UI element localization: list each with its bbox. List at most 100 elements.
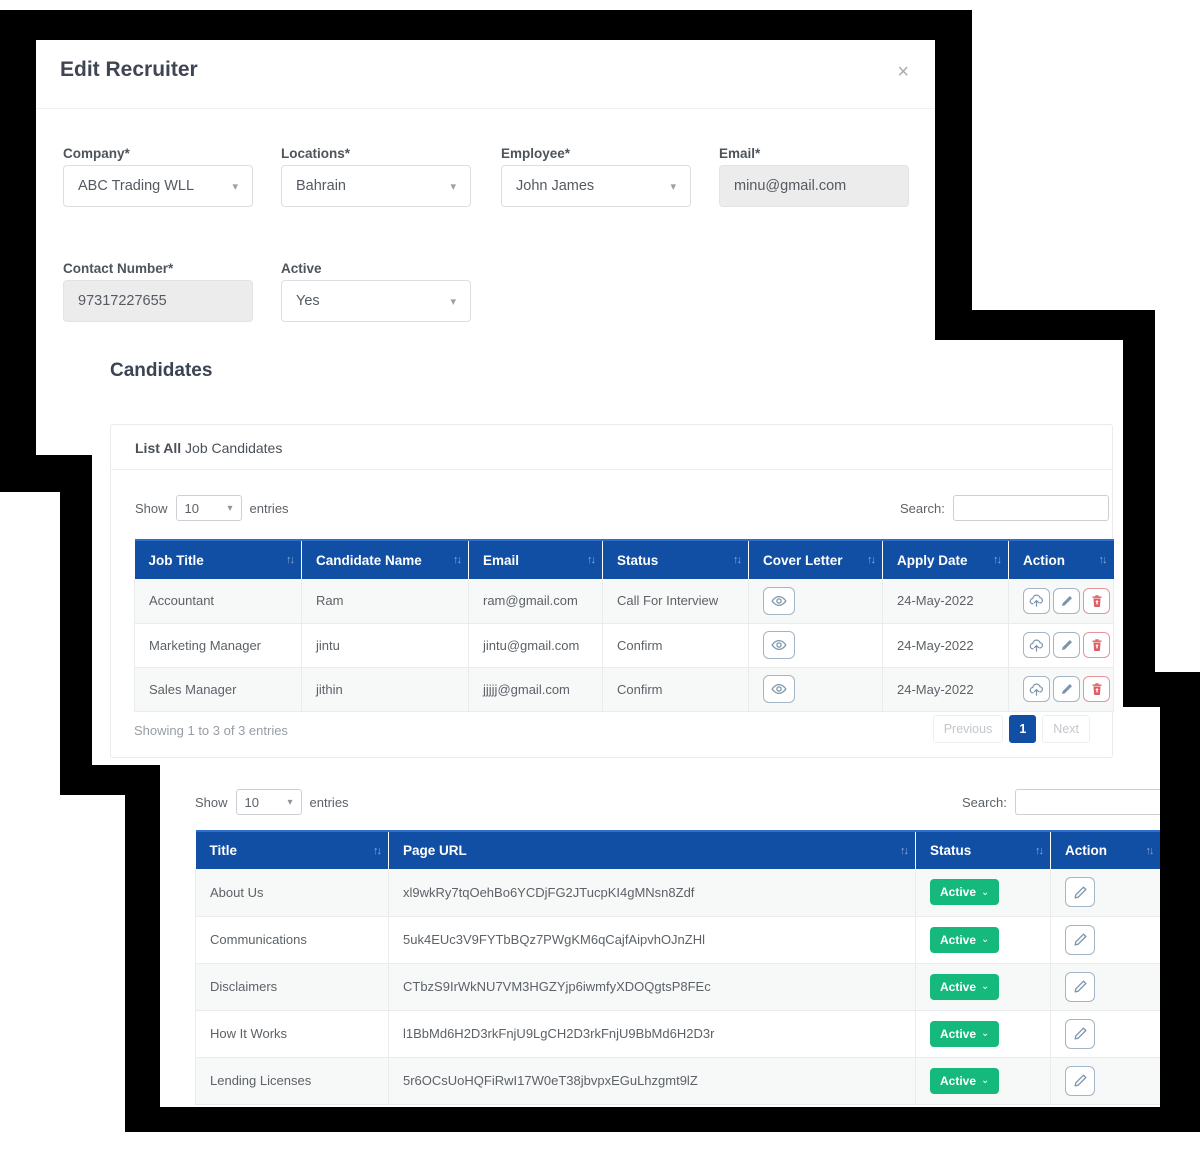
col-header-cover-letter[interactable]: Cover Letter ↑↓ bbox=[748, 540, 883, 579]
pencil-icon bbox=[1061, 640, 1072, 650]
col-header-status[interactable]: Status ↑↓ bbox=[602, 540, 749, 579]
page-url-cell: l1BbMd6H2D3rkFnjU9LgCH2D3rkFnjU9BbMd6H2D… bbox=[388, 1010, 916, 1058]
pencil-icon bbox=[1074, 933, 1086, 946]
candidate-name-cell: jithin bbox=[301, 667, 469, 712]
edit-button[interactable] bbox=[1053, 676, 1080, 702]
chevron-down-icon: ⌄ bbox=[981, 934, 990, 945]
status-active-dropdown[interactable]: Active ⌄ bbox=[930, 926, 1000, 953]
view-cover-letter-button[interactable] bbox=[763, 631, 795, 659]
status-active-dropdown[interactable]: Active ⌄ bbox=[930, 973, 1000, 1000]
previous-page-button[interactable]: Previous bbox=[932, 715, 1004, 743]
upload-button[interactable] bbox=[1023, 676, 1050, 702]
search-input[interactable] bbox=[952, 495, 1109, 521]
show-label: Show bbox=[135, 500, 168, 516]
table-row: Communications 5uk4EUc3V9FYTbBQz7PWgKM6q… bbox=[195, 916, 1160, 964]
email-cell: jjjjj@gmail.com bbox=[468, 667, 603, 712]
col-header-status[interactable]: Status ↑↓ bbox=[915, 831, 1051, 869]
edit-button[interactable] bbox=[1065, 877, 1095, 908]
caret-down-icon: ▾ bbox=[450, 180, 456, 193]
close-icon[interactable]: × bbox=[897, 61, 909, 83]
candidates-panel: Candidates List All Job Candidates Show … bbox=[92, 340, 1123, 765]
employee-select[interactable]: John James ▾ bbox=[501, 165, 691, 207]
cloud-upload-icon bbox=[1029, 683, 1043, 696]
caret-down-icon: ▾ bbox=[232, 180, 238, 193]
apply-date-cell: 24-May-2022 bbox=[882, 667, 1009, 712]
locations-select[interactable]: Bahrain ▾ bbox=[281, 165, 471, 207]
sort-icon: ↑↓ bbox=[373, 844, 382, 857]
trash-icon bbox=[1091, 639, 1102, 652]
contact-number-value: 97317227655 bbox=[78, 293, 167, 309]
table-row: Sales Manager jithin jjjjj@gmail.com Con… bbox=[134, 667, 1114, 712]
view-cover-letter-button[interactable] bbox=[763, 586, 795, 615]
upload-button[interactable] bbox=[1023, 632, 1050, 658]
status-active-dropdown[interactable]: Active ⌄ bbox=[930, 1067, 1000, 1094]
page-title-cell: Disclaimers bbox=[195, 963, 389, 1011]
delete-button[interactable] bbox=[1083, 632, 1110, 658]
sort-icon: ↑↓ bbox=[733, 554, 742, 566]
card-title: List All Job Candidates bbox=[135, 440, 283, 456]
search-label: Search: bbox=[962, 794, 1007, 810]
active-label: Active bbox=[281, 261, 322, 276]
email-field[interactable]: minu@gmail.com bbox=[719, 165, 909, 207]
caret-down-icon: ▾ bbox=[450, 295, 456, 308]
chevron-down-icon: ⌄ bbox=[981, 981, 990, 992]
show-label: Show bbox=[195, 794, 228, 810]
eye-icon bbox=[771, 639, 787, 651]
page-url-cell: 5uk4EUc3V9FYTbBQz7PWgKM6qCajfAipvhOJnZHl bbox=[388, 916, 916, 964]
col-header-job-title[interactable]: Job Title ↑↓ bbox=[134, 540, 302, 579]
current-page-button[interactable]: 1 bbox=[1009, 715, 1037, 743]
next-page-button[interactable]: Next bbox=[1042, 715, 1090, 743]
col-header-action[interactable]: Action ↑↓ bbox=[1008, 540, 1114, 579]
job-title-cell: Marketing Manager bbox=[134, 623, 302, 668]
status-active-dropdown[interactable]: Active ⌄ bbox=[930, 879, 1000, 906]
pencil-icon bbox=[1061, 684, 1072, 694]
col-header-email[interactable]: Email ↑↓ bbox=[468, 540, 603, 579]
pencil-icon bbox=[1074, 1027, 1086, 1040]
page-url-cell: xl9wkRy7tqOehBo6YCDjFG2JTucpKI4gMNsn8Zdf bbox=[388, 869, 916, 917]
col-header-title[interactable]: Title ↑↓ bbox=[195, 831, 389, 869]
edit-button[interactable] bbox=[1065, 1018, 1095, 1049]
search-input[interactable] bbox=[1014, 789, 1160, 815]
divider bbox=[36, 108, 935, 109]
contact-number-field[interactable]: 97317227655 bbox=[63, 280, 253, 322]
status-cell: Confirm bbox=[602, 623, 749, 668]
col-header-action[interactable]: Action ↑↓ bbox=[1050, 831, 1160, 869]
locations-label: Locations* bbox=[281, 146, 351, 161]
edit-button[interactable] bbox=[1065, 1065, 1095, 1096]
edit-button[interactable] bbox=[1053, 632, 1080, 658]
trash-icon bbox=[1091, 595, 1102, 607]
delete-button[interactable] bbox=[1083, 587, 1110, 614]
col-header-candidate-name[interactable]: Candidate Name ↑↓ bbox=[301, 540, 469, 579]
col-header-apply-date[interactable]: Apply Date ↑↓ bbox=[882, 540, 1009, 579]
chevron-down-icon: ⌄ bbox=[981, 1028, 990, 1039]
active-select[interactable]: Yes ▾ bbox=[281, 280, 471, 322]
pencil-icon bbox=[1074, 980, 1086, 993]
status-cell: Call For Interview bbox=[602, 579, 749, 624]
pencil-icon bbox=[1074, 1074, 1086, 1087]
delete-button[interactable] bbox=[1083, 676, 1110, 702]
employee-label: Employee* bbox=[501, 146, 571, 161]
upload-button[interactable] bbox=[1023, 587, 1050, 614]
company-select[interactable]: ABC Trading WLL ▾ bbox=[63, 165, 253, 207]
table-row: Marketing Manager jintu jintu@gmail.com … bbox=[134, 623, 1114, 668]
page-title-cell: Lending Licenses bbox=[195, 1057, 389, 1105]
employee-value: John James bbox=[516, 178, 595, 194]
edit-button[interactable] bbox=[1065, 924, 1095, 955]
col-header-page-url[interactable]: Page URL ↑↓ bbox=[388, 831, 916, 869]
edit-button[interactable] bbox=[1053, 587, 1080, 614]
email-cell: jintu@gmail.com bbox=[468, 623, 603, 668]
view-cover-letter-button[interactable] bbox=[763, 675, 795, 703]
sort-icon: ↑↓ bbox=[587, 554, 596, 566]
status-active-dropdown[interactable]: Active ⌄ bbox=[930, 1020, 1000, 1047]
caret-down-icon: ▾ bbox=[287, 796, 293, 808]
page-title-cell: How It Works bbox=[195, 1010, 389, 1058]
candidates-table: Job Title ↑↓ Candidate Name ↑↓ Email ↑↓ Sta… bbox=[134, 539, 1114, 712]
page-size-select[interactable]: 10 ▾ bbox=[175, 495, 242, 521]
contact-number-label: Contact Number* bbox=[63, 261, 174, 276]
page-size-select[interactable]: 10 ▾ bbox=[235, 789, 302, 815]
pages-table: Title ↑↓ Page URL ↑↓ Status ↑↓ Action ↑↓ Abo… bbox=[195, 830, 1160, 1105]
edit-button[interactable] bbox=[1065, 971, 1095, 1002]
cloud-upload-icon bbox=[1029, 639, 1043, 652]
page-url-cell: 5r6OCsUoHQFiRwI17W0eT38jbvpxEGuLhzgmt9lZ bbox=[388, 1057, 916, 1105]
